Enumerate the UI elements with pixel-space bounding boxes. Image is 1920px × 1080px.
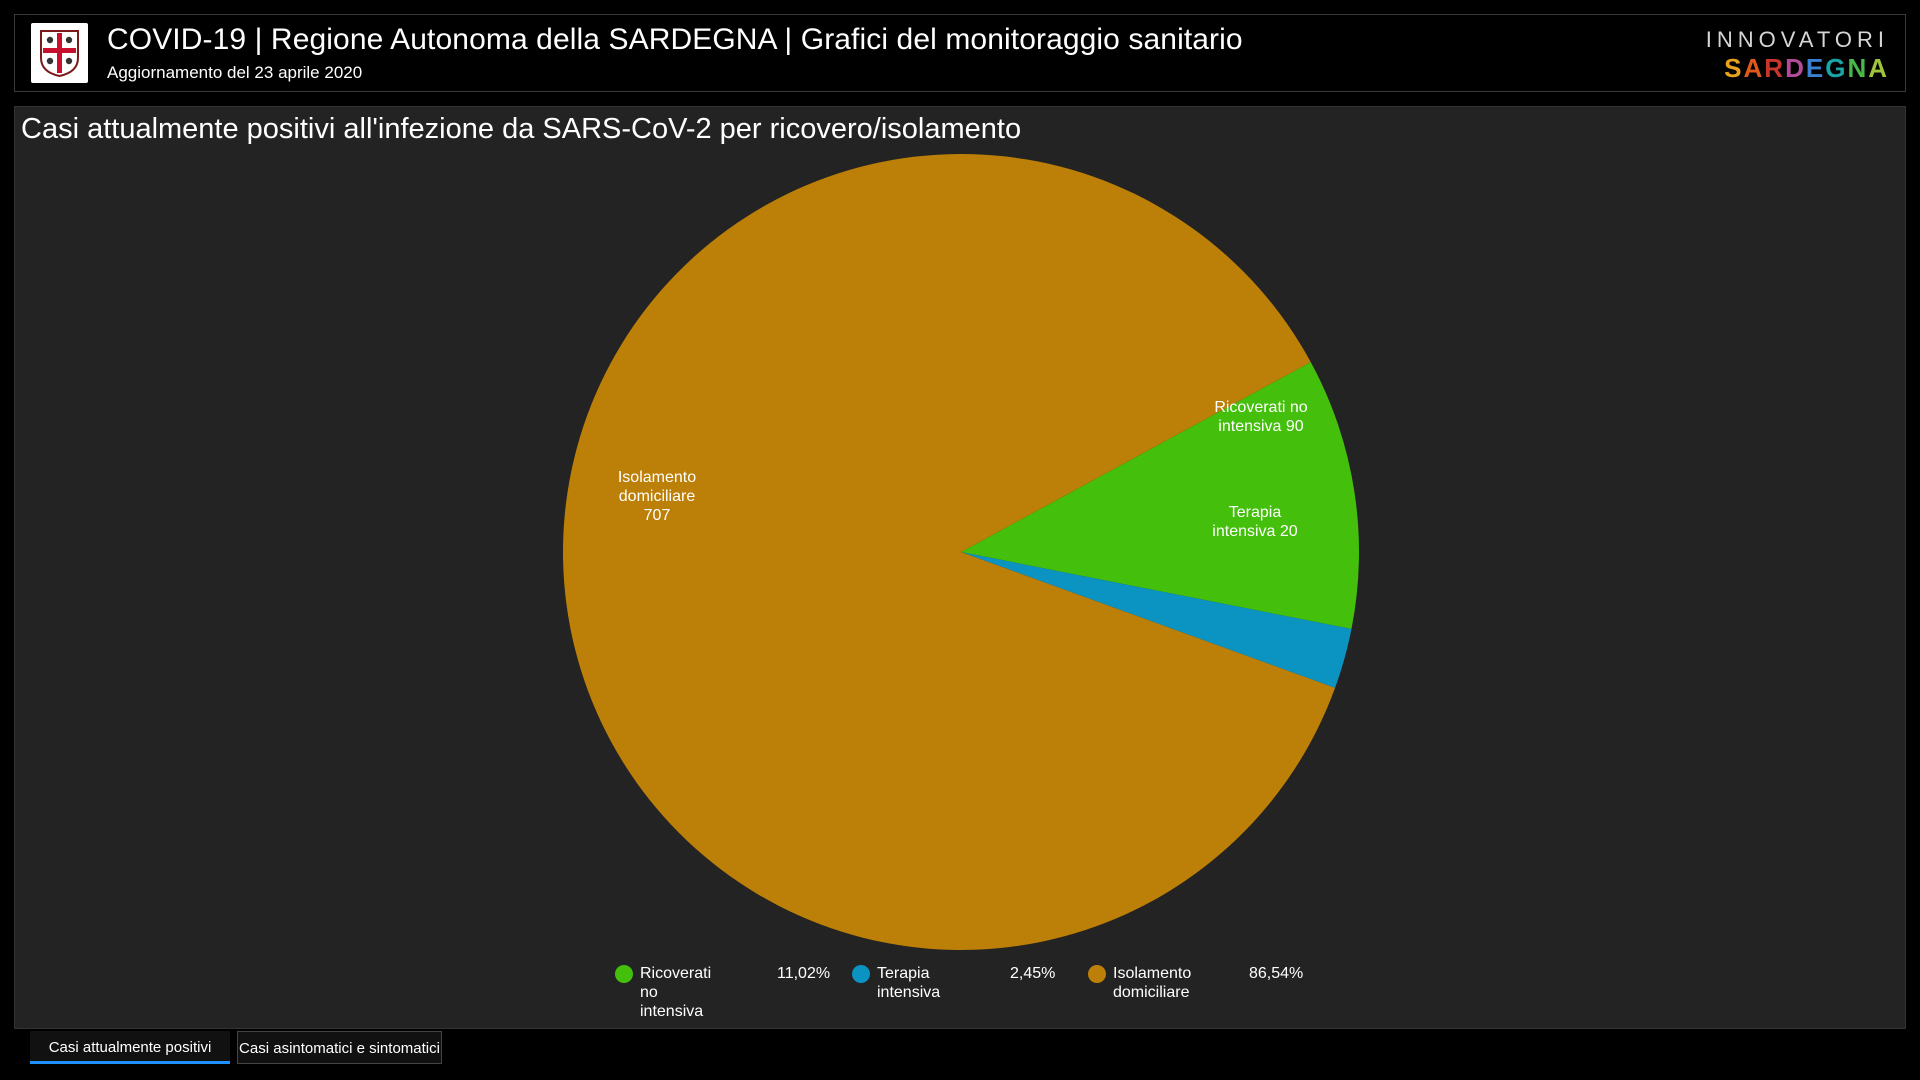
legend-label: Ricoverati no intensiva — [640, 965, 712, 1020]
tab-casi-attualmente-positivi[interactable]: Casi attualmente positivi — [30, 1031, 230, 1064]
pie-chart: Ricoverati no intensiva 90 Terapia intensiv… — [562, 154, 1359, 951]
legend-label: Isolamento domiciliare — [1113, 965, 1192, 1001]
legend-percent: 86,54% — [1249, 965, 1304, 982]
legend-percent: 2,45% — [1010, 965, 1056, 982]
brand-letter: N — [1847, 53, 1869, 83]
brand-letter: D — [1785, 53, 1806, 83]
slice-data-label: Terapia intensiva 20 — [1212, 504, 1297, 540]
pie-slice[interactable] — [562, 154, 1336, 951]
brand-letter: R — [1764, 53, 1786, 83]
legend-swatch — [1088, 965, 1106, 983]
brand-logo-text-bottom: SARDEGNA — [1724, 53, 1889, 84]
tab-casi-asintomatici-sintomatici[interactable]: Casi asintomatici e sintomatici — [237, 1031, 442, 1064]
sardinia-coat-of-arms-icon — [31, 23, 88, 83]
slice-data-label: Ricoverati no intensiva 90 — [1214, 399, 1307, 435]
chart-title: Casi attualmente positivi all'infezione … — [21, 113, 1022, 145]
pie-slice[interactable] — [961, 362, 1359, 630]
legend-swatch — [615, 965, 633, 983]
header-bar: COVID-19 | Regione Autonoma della SARDEG… — [14, 14, 1906, 92]
brand-letter: S — [1724, 53, 1744, 83]
legend-swatch — [852, 965, 870, 983]
brand-letter: G — [1825, 53, 1848, 83]
brand-letter: E — [1805, 53, 1826, 83]
chart-panel: Casi attualmente positivi all'infezione … — [14, 106, 1906, 1029]
brand-letter: A — [1868, 53, 1889, 83]
brand-logo-text-top: INNOVATORI — [1705, 27, 1889, 52]
page-title: COVID-19 | Regione Autonoma della SARDEG… — [107, 23, 1243, 56]
slice-data-label: Isolamento domiciliare 707 — [618, 469, 696, 524]
pie-slice[interactable] — [961, 552, 1352, 688]
legend-percent: 11,02% — [777, 965, 831, 982]
legend-label: Terapia intensiva — [877, 965, 941, 1001]
update-date: Aggiornamento del 23 aprile 2020 — [107, 63, 363, 82]
brand-letter: A — [1743, 53, 1765, 83]
